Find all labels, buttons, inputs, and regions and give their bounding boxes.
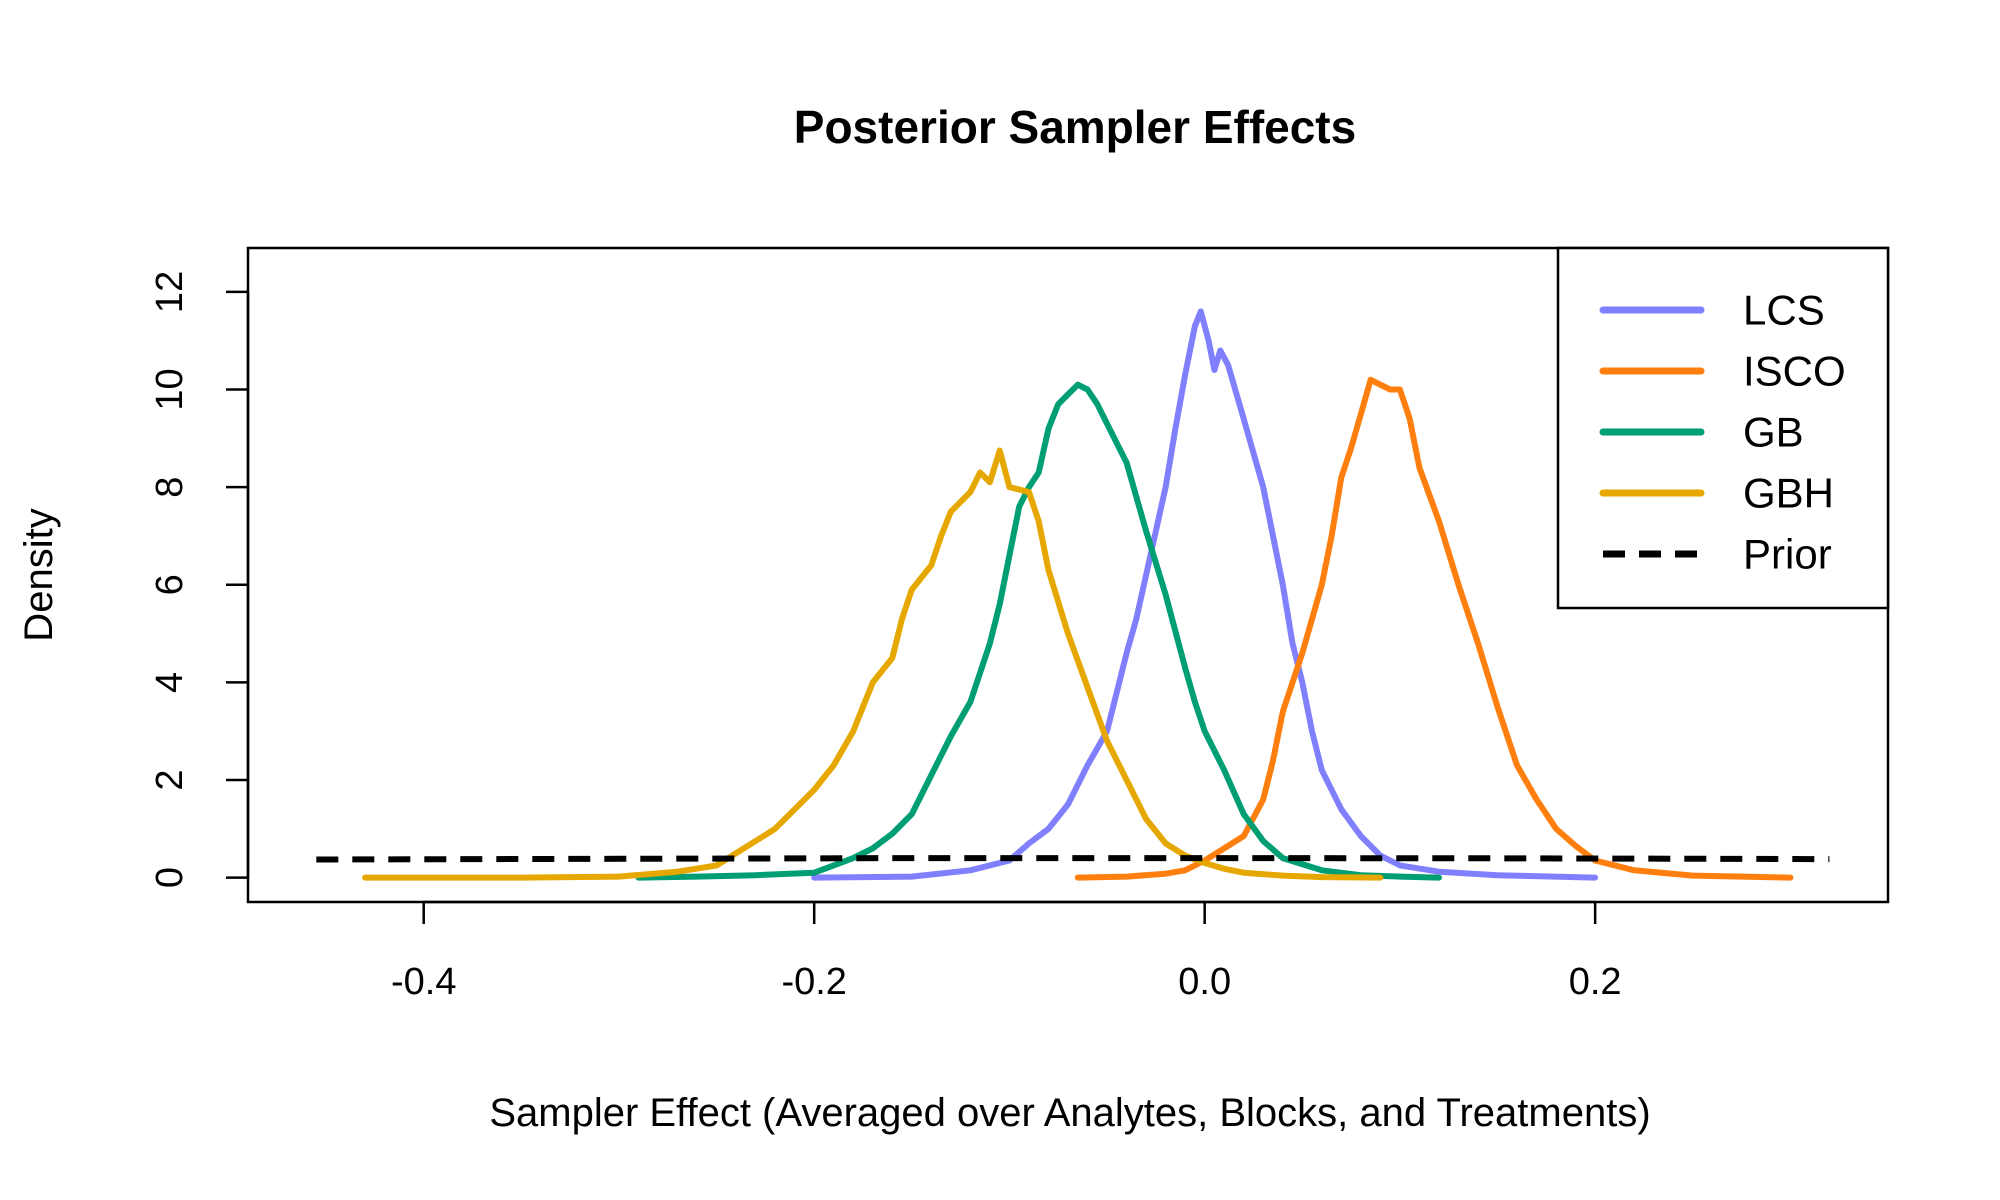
legend-label-gbh: GBH <box>1743 470 1834 517</box>
y-tick-label: 8 <box>149 477 191 498</box>
series-line-gb <box>635 381 1442 881</box>
chart-title: Posterior Sampler Effects <box>794 101 1356 153</box>
y-tick-label: 4 <box>149 672 191 693</box>
y-tick-label: 12 <box>149 271 191 313</box>
y-tick-label: 0 <box>149 867 191 888</box>
legend: LCS ISCO GB GBH Prior <box>1556 246 1890 610</box>
legend-label-gb: GB <box>1743 409 1804 456</box>
series-line-lcs <box>811 308 1599 881</box>
legend-label-isco: ISCO <box>1743 348 1846 395</box>
x-tick-label: 0.0 <box>1178 961 1231 1003</box>
y-tick-label: 10 <box>149 368 191 410</box>
y-axis: 0 2 4 6 8 10 12 <box>149 271 250 888</box>
series-layer <box>316 308 1830 881</box>
y-axis-label: Density <box>17 508 61 641</box>
legend-label-lcs: LCS <box>1743 287 1825 334</box>
y-tick-label: 2 <box>149 769 191 790</box>
x-axis-label: Sampler Effect (Averaged over Analytes, … <box>489 1091 1650 1135</box>
series-line-gbh <box>362 447 1384 881</box>
x-tick-label: -0.2 <box>781 961 846 1003</box>
series-line-prior <box>316 855 1830 863</box>
x-tick-label: 0.2 <box>1569 961 1622 1003</box>
x-axis: -0.4 -0.2 0.0 0.2 <box>391 900 1622 1003</box>
series-line-isco <box>1074 376 1794 881</box>
legend-label-prior: Prior <box>1743 531 1832 578</box>
x-tick-label: -0.4 <box>391 961 456 1003</box>
y-tick-label: 6 <box>149 574 191 595</box>
